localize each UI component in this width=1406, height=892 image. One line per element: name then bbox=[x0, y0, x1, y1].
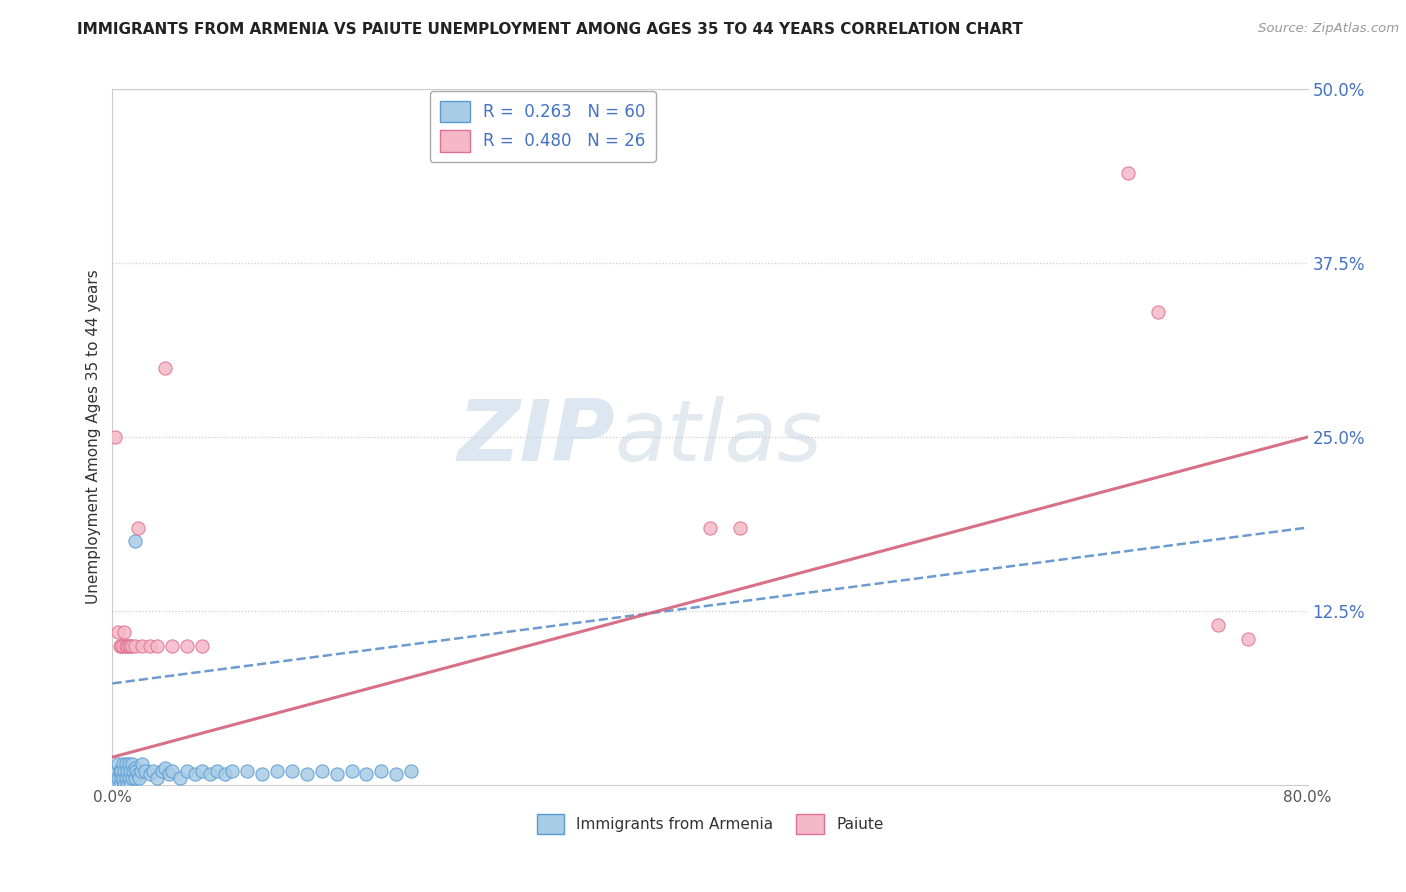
Point bbox=[183, 767, 205, 781]
Point bbox=[124, 639, 146, 653]
Point bbox=[121, 757, 143, 772]
Point bbox=[107, 757, 129, 772]
Point bbox=[108, 639, 131, 653]
Point bbox=[153, 360, 176, 375]
Point bbox=[311, 764, 333, 778]
Point bbox=[121, 771, 143, 785]
Point bbox=[122, 764, 145, 778]
Point bbox=[198, 767, 221, 781]
Point bbox=[221, 764, 243, 778]
Point bbox=[115, 639, 138, 653]
Point bbox=[401, 764, 423, 778]
Point bbox=[111, 639, 134, 653]
Text: IMMIGRANTS FROM ARMENIA VS PAIUTE UNEMPLOYMENT AMONG AGES 35 TO 44 YEARS CORRELA: IMMIGRANTS FROM ARMENIA VS PAIUTE UNEMPL… bbox=[77, 22, 1024, 37]
Point bbox=[1147, 305, 1170, 319]
Point bbox=[128, 771, 150, 785]
Point bbox=[191, 639, 214, 653]
Text: ZIP: ZIP bbox=[457, 395, 614, 479]
Point bbox=[1118, 166, 1140, 180]
Point bbox=[146, 639, 169, 653]
Text: Source: ZipAtlas.com: Source: ZipAtlas.com bbox=[1258, 22, 1399, 36]
Point bbox=[356, 767, 378, 781]
Text: atlas: atlas bbox=[614, 395, 823, 479]
Point bbox=[1206, 618, 1229, 632]
Point bbox=[340, 764, 363, 778]
Point bbox=[108, 764, 131, 778]
Point bbox=[110, 639, 132, 653]
Point bbox=[169, 771, 191, 785]
Point bbox=[295, 767, 318, 781]
Point bbox=[124, 771, 146, 785]
Point bbox=[150, 764, 173, 778]
Point bbox=[385, 767, 408, 781]
Point bbox=[125, 764, 148, 778]
Point bbox=[124, 534, 146, 549]
Point bbox=[205, 764, 228, 778]
Point bbox=[127, 767, 149, 781]
Point bbox=[127, 520, 149, 534]
Point bbox=[250, 767, 273, 781]
Point bbox=[117, 764, 139, 778]
Point bbox=[281, 764, 304, 778]
Point bbox=[117, 639, 139, 653]
Point bbox=[120, 778, 142, 792]
Point bbox=[139, 639, 162, 653]
Point bbox=[1237, 632, 1260, 646]
Point bbox=[118, 757, 141, 772]
Point bbox=[118, 771, 141, 785]
Point bbox=[176, 764, 198, 778]
Point bbox=[214, 767, 236, 781]
Point bbox=[114, 764, 135, 778]
Point bbox=[105, 764, 128, 778]
Point bbox=[108, 778, 131, 792]
Point bbox=[134, 764, 156, 778]
Point bbox=[117, 778, 139, 792]
Point bbox=[131, 757, 153, 772]
Point bbox=[111, 771, 134, 785]
Point bbox=[107, 771, 129, 785]
Point bbox=[115, 757, 138, 772]
Point bbox=[121, 639, 143, 653]
Point bbox=[176, 639, 198, 653]
Point bbox=[236, 764, 259, 778]
Point bbox=[111, 757, 134, 772]
Point bbox=[699, 520, 721, 534]
Point bbox=[325, 767, 347, 781]
Point bbox=[124, 761, 146, 775]
Point bbox=[162, 639, 183, 653]
Legend: Immigrants from Armenia, Paiute: Immigrants from Armenia, Paiute bbox=[530, 808, 890, 840]
Point bbox=[728, 520, 751, 534]
Point bbox=[104, 771, 127, 785]
Point bbox=[114, 624, 135, 639]
Point bbox=[115, 771, 138, 785]
Point bbox=[120, 639, 142, 653]
Point bbox=[110, 771, 132, 785]
Point bbox=[191, 764, 214, 778]
Point bbox=[266, 764, 288, 778]
Point bbox=[162, 764, 183, 778]
Point bbox=[142, 764, 165, 778]
Point bbox=[131, 639, 153, 653]
Point bbox=[370, 764, 392, 778]
Point bbox=[120, 764, 142, 778]
Point bbox=[157, 767, 180, 781]
Point bbox=[110, 764, 132, 778]
Point bbox=[107, 624, 129, 639]
Point bbox=[114, 778, 135, 792]
Point bbox=[153, 761, 176, 775]
Point bbox=[139, 767, 162, 781]
Point bbox=[129, 764, 152, 778]
Point bbox=[105, 778, 128, 792]
Y-axis label: Unemployment Among Ages 35 to 44 years: Unemployment Among Ages 35 to 44 years bbox=[86, 269, 101, 605]
Point bbox=[146, 771, 169, 785]
Point bbox=[118, 639, 141, 653]
Point bbox=[104, 430, 127, 444]
